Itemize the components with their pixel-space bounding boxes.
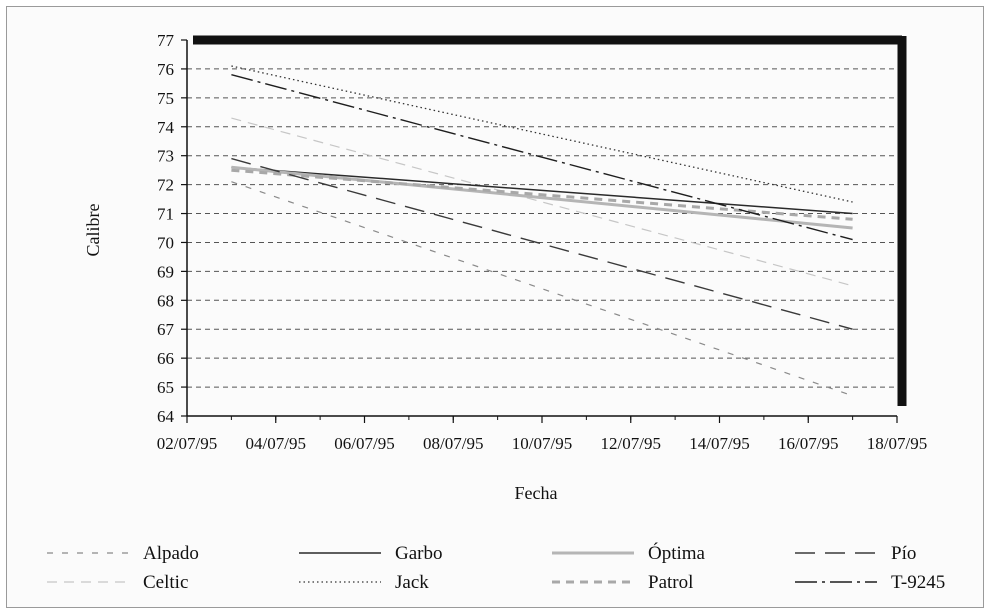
y-axis-title: Calibre: [83, 204, 103, 257]
x-tick-label: 16/07/95: [778, 434, 838, 453]
axes: [186, 35, 907, 417]
series-lines: [231, 65, 853, 397]
series-line-garbo: [231, 166, 853, 215]
x-tick-label: 10/07/95: [512, 434, 572, 453]
y-tick-label: 66: [157, 349, 174, 368]
line-chart: 64 65 66 67 68 69 70 71 72 73 74 75 76 77 02/07/95 04/0…: [47, 31, 945, 593]
y-tick-label: 64: [157, 407, 175, 426]
y-tick-label: 69: [157, 262, 174, 281]
legend-label: Celtic: [143, 572, 188, 593]
x-axis-title: Fecha: [515, 483, 558, 503]
series-line-óptima: [231, 165, 853, 230]
chart-frame: 64 65 66 67 68 69 70 71 72 73 74 75 76 77 02/07/95 04/0…: [6, 6, 984, 608]
y-tick-label: 77: [157, 31, 175, 50]
legend-label: Patrol: [648, 572, 693, 593]
legend: Alpado Celtic Garbo Jack Óptima Patrol Pío T-92…: [47, 542, 945, 593]
y-tick-label: 73: [157, 147, 174, 166]
y-tick-label: 70: [157, 233, 174, 252]
legend-label: Alpado: [143, 543, 199, 564]
series-line-celtic: [231, 117, 853, 287]
grid: [187, 68, 897, 388]
y-tick-label: 74: [157, 118, 175, 137]
legend-label: Garbo: [395, 543, 442, 564]
x-tick-label: 08/07/95: [423, 434, 483, 453]
legend-label: Pío: [891, 543, 916, 564]
y-tick-label: 67: [157, 320, 175, 339]
x-tick-label: 18/07/95: [867, 434, 927, 453]
y-tick-label: 65: [157, 378, 174, 397]
y-tick-label: 72: [157, 176, 174, 195]
x-tick-label: 02/07/95: [157, 434, 217, 453]
y-tick-label: 75: [157, 89, 174, 108]
x-tick-label: 06/07/95: [334, 434, 394, 453]
x-tick-label: 04/07/95: [246, 434, 306, 453]
legend-label: T-9245: [891, 572, 945, 593]
series-line-t-9245: [231, 74, 853, 241]
series-line-pío: [231, 157, 853, 330]
ticks: 64 65 66 67 68 69 70 71 72 73 74 75 76 77 02/07/95 04/0…: [157, 31, 927, 453]
legend-label: Jack: [395, 572, 429, 593]
x-tick-label: 14/07/95: [689, 434, 749, 453]
series-line-alpado: [231, 181, 853, 397]
y-tick-label: 68: [157, 291, 174, 310]
x-tick-label: 12/07/95: [601, 434, 661, 453]
series-line-jack: [231, 65, 853, 203]
y-tick-label: 76: [157, 60, 174, 79]
y-tick-label: 71: [157, 205, 174, 224]
legend-label: Óptima: [648, 542, 706, 564]
series-line-patrol: [231, 168, 853, 221]
